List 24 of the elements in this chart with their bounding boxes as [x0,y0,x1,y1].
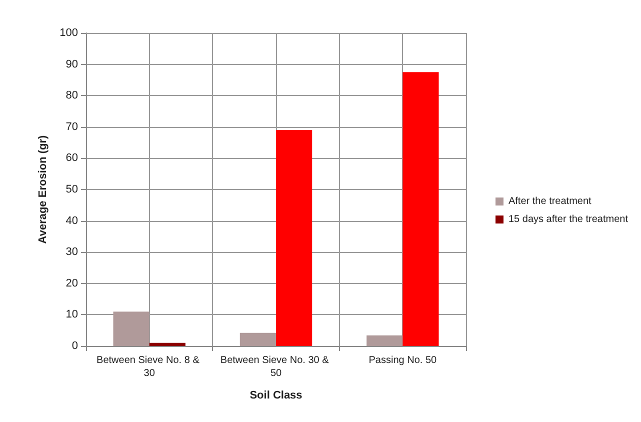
bar [149,342,186,346]
bar [240,332,276,346]
y-tick-label: 80 [66,90,78,102]
y-tick-label: 20 [66,277,78,290]
bar [113,312,150,346]
y-tick-label: 40 [66,214,78,227]
legend-label: After the treatment [508,196,592,207]
bar [276,130,312,346]
x-axis-title: Soil Class [250,390,302,402]
y-tick-label: 10 [66,308,78,321]
y-tick-label: 50 [66,184,78,196]
x-tick-label: Between Sieve No. 30 & 50 [220,355,332,379]
x-tick-label: Passing No. 50 [368,355,438,366]
y-tick-label: 100 [60,27,78,39]
x-tick-label: Between Sieve No. 8 & 30 [96,355,202,379]
bar [366,335,403,346]
y-tick-label: 0 [72,340,78,352]
y-tick-label: 90 [66,58,78,70]
y-tick-label: 70 [66,120,78,133]
legend-label: 15 days after the treatment [508,214,628,225]
y-tick-label: 30 [66,246,78,258]
y-tick-label: 60 [66,152,78,164]
bar [402,72,439,346]
y-axis-title: Average Erosion (gr) [37,134,50,244]
